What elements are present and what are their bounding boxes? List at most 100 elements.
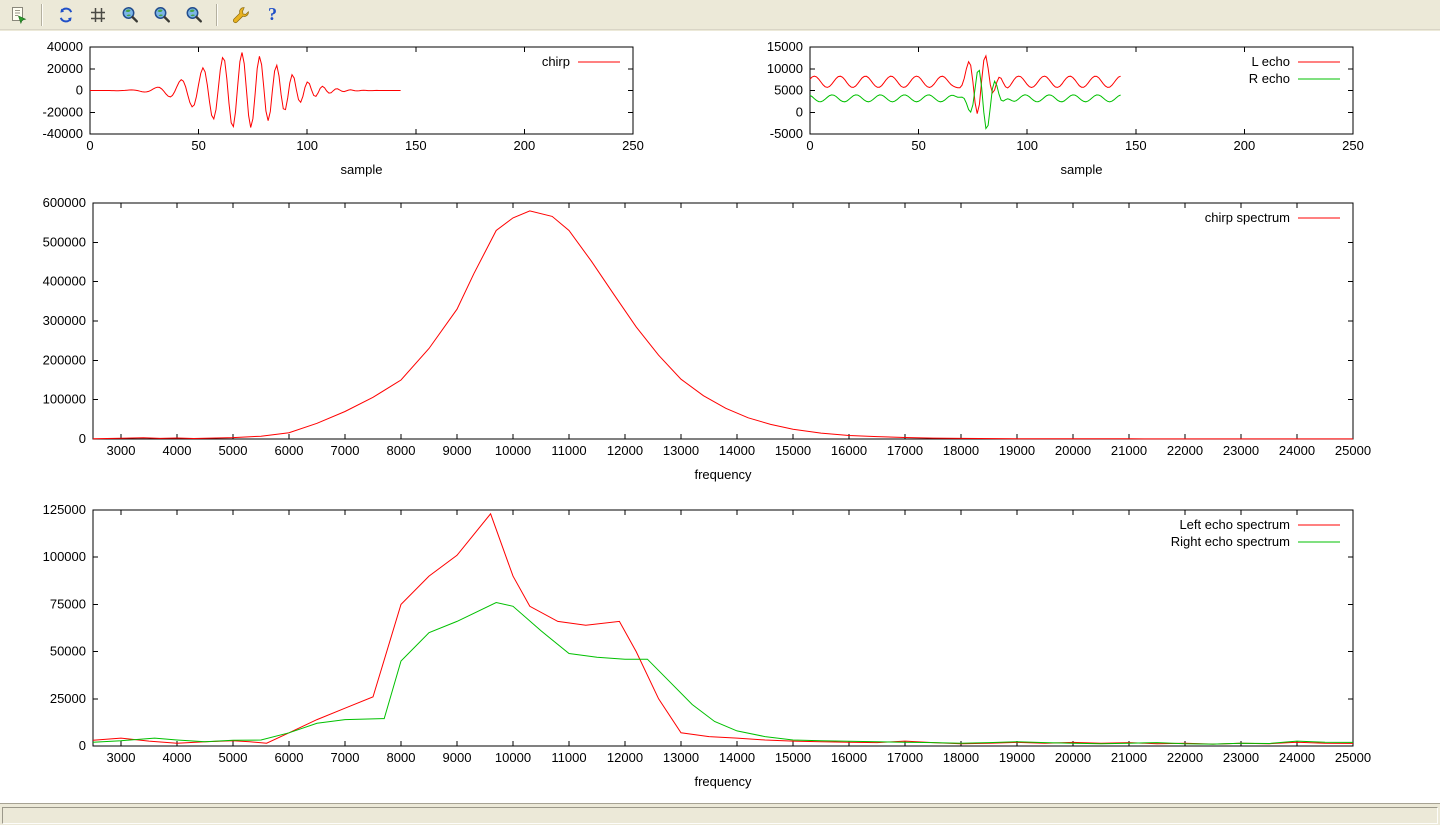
tick-labels: 3000 4000 5000 6000 7000 8000 9000 10000 11000 12… xyxy=(43,195,1371,482)
svg-text:9000: 9000 xyxy=(443,443,472,458)
configure-icon xyxy=(231,5,251,25)
replot-button[interactable] xyxy=(52,2,79,27)
svg-text:7000: 7000 xyxy=(331,443,360,458)
svg-text:18000: 18000 xyxy=(943,750,979,765)
svg-text:250: 250 xyxy=(622,138,644,153)
x-axis-label: frequency xyxy=(694,774,752,789)
legend-label: chirp xyxy=(542,54,570,69)
svg-text:17000: 17000 xyxy=(887,443,923,458)
svg-text:14000: 14000 xyxy=(719,750,755,765)
svg-text:13000: 13000 xyxy=(663,443,699,458)
help-button[interactable]: ? xyxy=(259,2,286,27)
configure-button[interactable] xyxy=(227,2,254,27)
toolbar-separator xyxy=(216,3,218,26)
svg-text:11000: 11000 xyxy=(551,750,586,765)
svg-text:20000: 20000 xyxy=(1055,443,1091,458)
svg-text:100: 100 xyxy=(1016,138,1038,153)
svg-text:600000: 600000 xyxy=(43,195,86,210)
chirp-spectrum-svg[interactable]: 3000 4000 5000 6000 7000 8000 9000 10000 11000 12… xyxy=(0,186,1440,493)
svg-text:0: 0 xyxy=(79,431,86,446)
svg-text:21000: 21000 xyxy=(1111,443,1147,458)
chart-echo-spectra[interactable]: 3000 4000 5000 6000 7000 8000 9000 10000 11000 12… xyxy=(0,493,1440,803)
legend-label: chirp spectrum xyxy=(1205,210,1290,225)
x-axis-label: sample xyxy=(1061,162,1103,177)
svg-text:17000: 17000 xyxy=(887,750,923,765)
zoom-previous-icon xyxy=(120,5,140,25)
svg-text:19000: 19000 xyxy=(999,443,1035,458)
svg-text:13000: 13000 xyxy=(663,750,699,765)
x-axis-label: sample xyxy=(341,162,383,177)
svg-text:250: 250 xyxy=(1342,138,1364,153)
svg-text:19000: 19000 xyxy=(999,750,1035,765)
axes xyxy=(809,46,1354,135)
svg-text:14000: 14000 xyxy=(719,443,755,458)
echo-spectra-svg[interactable]: 3000 4000 5000 6000 7000 8000 9000 10000 11000 12… xyxy=(0,493,1440,803)
tick-labels: 3000 4000 5000 6000 7000 8000 9000 10000 11000 12… xyxy=(43,502,1371,789)
svg-text:50000: 50000 xyxy=(50,644,86,659)
svg-text:400000: 400000 xyxy=(43,274,86,289)
zoom-previous-button[interactable] xyxy=(116,2,143,27)
svg-text:150: 150 xyxy=(1125,138,1147,153)
svg-text:21000: 21000 xyxy=(1111,750,1147,765)
svg-text:3000: 3000 xyxy=(107,750,136,765)
svg-text:12000: 12000 xyxy=(607,750,643,765)
chirp-signal-svg[interactable]: 0 50 100 150 200 250 -40000 -20000 0 20000 40000 sa… xyxy=(0,31,660,196)
series-line xyxy=(92,601,1354,745)
series-line xyxy=(92,512,1354,745)
svg-text:100000: 100000 xyxy=(43,392,86,407)
svg-text:-20000: -20000 xyxy=(43,104,83,119)
svg-text:24000: 24000 xyxy=(1279,443,1315,458)
svg-text:12000: 12000 xyxy=(607,443,643,458)
series-line xyxy=(809,69,1121,130)
echo-signals-svg[interactable]: 0 50 100 150 200 250-5000050001000015000sampl… xyxy=(718,31,1380,196)
legend-label: R echo xyxy=(1249,71,1290,86)
svg-text:10000: 10000 xyxy=(767,61,803,76)
toggle-grid-icon xyxy=(88,5,108,25)
svg-text:24000: 24000 xyxy=(1279,750,1315,765)
toolbar-separator xyxy=(41,3,43,26)
plot-canvas[interactable]: 0 50 100 150 200 250 -40000 -20000 0 20000 40000 sa… xyxy=(0,31,1440,803)
toggle-grid-button[interactable] xyxy=(84,2,111,27)
svg-text:3000: 3000 xyxy=(107,443,136,458)
svg-text:7000: 7000 xyxy=(331,750,360,765)
zoom-next-button[interactable] xyxy=(148,2,175,27)
chart-chirp-signal[interactable]: 0 50 100 150 200 250 -40000 -20000 0 20000 40000 sa… xyxy=(0,31,660,196)
svg-text:0: 0 xyxy=(796,104,803,119)
legend-label: Right echo spectrum xyxy=(1171,534,1290,549)
svg-text:500000: 500000 xyxy=(43,234,86,249)
svg-text:200000: 200000 xyxy=(43,352,86,367)
svg-text:100: 100 xyxy=(296,138,318,153)
legend-label: Left echo spectrum xyxy=(1179,517,1290,532)
svg-text:25000: 25000 xyxy=(1335,750,1371,765)
svg-text:200: 200 xyxy=(1234,138,1256,153)
svg-text:8000: 8000 xyxy=(387,443,416,458)
svg-text:5000: 5000 xyxy=(774,83,803,98)
svg-text:25000: 25000 xyxy=(1335,443,1371,458)
svg-text:0: 0 xyxy=(76,83,83,98)
svg-text:0: 0 xyxy=(86,138,93,153)
tick-labels: 0 50 100 150 200 250-5000050001000015000sampl… xyxy=(767,39,1364,177)
svg-text:-5000: -5000 xyxy=(770,126,803,141)
svg-text:6000: 6000 xyxy=(275,443,304,458)
svg-text:16000: 16000 xyxy=(831,750,867,765)
chart-echo-signals[interactable]: 0 50 100 150 200 250 -5000 0 5000 10000 15000 sampl… xyxy=(718,31,1380,196)
chart-chirp-spectrum[interactable]: 3000 4000 5000 6000 7000 8000 9000 10000 11000 12… xyxy=(0,186,1440,493)
svg-text:0: 0 xyxy=(806,138,813,153)
autoscale-button[interactable] xyxy=(180,2,207,27)
x-axis-label: frequency xyxy=(694,467,752,482)
svg-text:5000: 5000 xyxy=(219,750,248,765)
svg-text:10000: 10000 xyxy=(495,443,531,458)
copy-plot-icon xyxy=(9,5,29,25)
svg-text:23000: 23000 xyxy=(1223,750,1259,765)
svg-text:11000: 11000 xyxy=(551,443,586,458)
svg-text:6000: 6000 xyxy=(275,750,304,765)
svg-text:50: 50 xyxy=(191,138,205,153)
svg-text:22000: 22000 xyxy=(1167,750,1203,765)
zoom-next-icon xyxy=(152,5,172,25)
copy-plot-button[interactable] xyxy=(5,2,32,27)
svg-text:20000: 20000 xyxy=(47,61,83,76)
svg-text:16000: 16000 xyxy=(831,443,867,458)
svg-text:22000: 22000 xyxy=(1167,443,1203,458)
series-line xyxy=(90,52,401,129)
svg-text:15000: 15000 xyxy=(775,750,811,765)
